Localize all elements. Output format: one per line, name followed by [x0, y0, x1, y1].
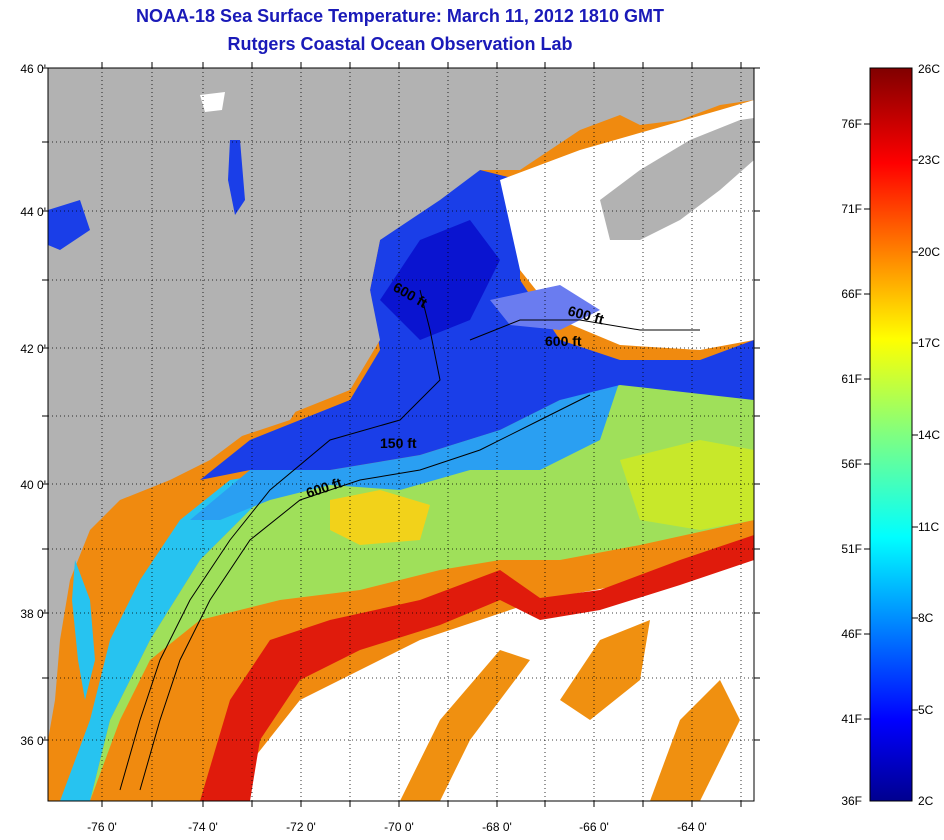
map-subtitle: Rutgers Coastal Ocean Observation Lab	[227, 34, 573, 54]
colorbar-f-label: 46F	[841, 627, 862, 641]
map-title: NOAA-18 Sea Surface Temperature: March 1…	[136, 6, 664, 26]
colorbar-f-label: 76F	[841, 117, 862, 131]
colorbar-c-label: 11C	[918, 520, 939, 534]
colorbar-c-label: 14C	[918, 428, 940, 442]
lon-label: -74 0'	[188, 820, 218, 834]
slope-water	[90, 380, 754, 801]
lon-label: -68 0'	[482, 820, 512, 834]
colorbar-c-label: 26C	[918, 62, 940, 76]
colorbar-c-label: 20C	[918, 245, 940, 259]
lon-label: -76 0'	[87, 820, 117, 834]
gulf-stream	[200, 535, 754, 801]
colorbar: 36F 41F 46F 51F 56F 61F 66F 71F 76F 2C 5…	[841, 62, 940, 808]
map-content	[48, 68, 754, 801]
colorbar-f-label: 51F	[841, 542, 862, 556]
colorbar-f-label: 41F	[841, 712, 862, 726]
colorbar-f-label: 71F	[841, 202, 862, 216]
colorbar-scale	[869, 67, 913, 802]
lat-label: 42 0'	[20, 342, 46, 356]
colorbar-f-label: 61F	[841, 372, 862, 386]
warm-streak	[560, 620, 650, 720]
colorbar-c-label: 23C	[918, 153, 940, 167]
colorbar-c-label: 8C	[918, 611, 934, 625]
shelf-water	[60, 470, 330, 801]
lon-label: -72 0'	[286, 820, 316, 834]
lat-label: 36 0'	[20, 734, 46, 748]
nova-scotia	[600, 118, 754, 240]
colorbar-f-label: 36F	[841, 794, 862, 808]
lon-label: -70 0'	[384, 820, 414, 834]
long-island	[200, 405, 300, 440]
colorbar-f-label: 66F	[841, 287, 862, 301]
chesapeake-bay	[72, 560, 95, 700]
map-frame	[47, 67, 755, 802]
warm-streak	[650, 680, 740, 801]
isobath-label: 600 ft	[545, 333, 582, 349]
sst-map: 600 ft 600 ft 600 ft 150 ft 600 ft 46 0'…	[20, 62, 760, 834]
lat-label: 44 0'	[20, 205, 46, 219]
lat-label: 38 0'	[20, 607, 46, 621]
warm-streak	[400, 650, 530, 801]
land	[48, 68, 754, 740]
shelf-water-mid	[190, 380, 620, 520]
colorbar-c-label: 2C	[918, 794, 934, 808]
isobath-label: 150 ft	[380, 435, 417, 451]
colorbar-c-label: 5C	[918, 703, 934, 717]
isobath-150ft	[119, 289, 441, 791]
axis-ticks	[42, 62, 760, 807]
lake-ontario	[48, 200, 90, 250]
lake-champlain	[228, 140, 245, 215]
warm-filament	[620, 440, 754, 530]
colorbar-f-label: 56F	[841, 457, 862, 471]
cold-water	[200, 170, 754, 480]
isobath-600ft	[139, 394, 591, 791]
lon-label: -64 0'	[677, 820, 707, 834]
snow-patch	[200, 92, 225, 112]
isobath-600ft-georges	[469, 319, 700, 341]
lat-label: 40 0'	[20, 478, 46, 492]
colorbar-c-label: 17C	[918, 336, 940, 350]
warm-eddy	[330, 490, 430, 545]
cold-patch	[490, 285, 600, 330]
lon-label: -66 0'	[579, 820, 609, 834]
lat-label: 46 0'	[20, 62, 46, 76]
